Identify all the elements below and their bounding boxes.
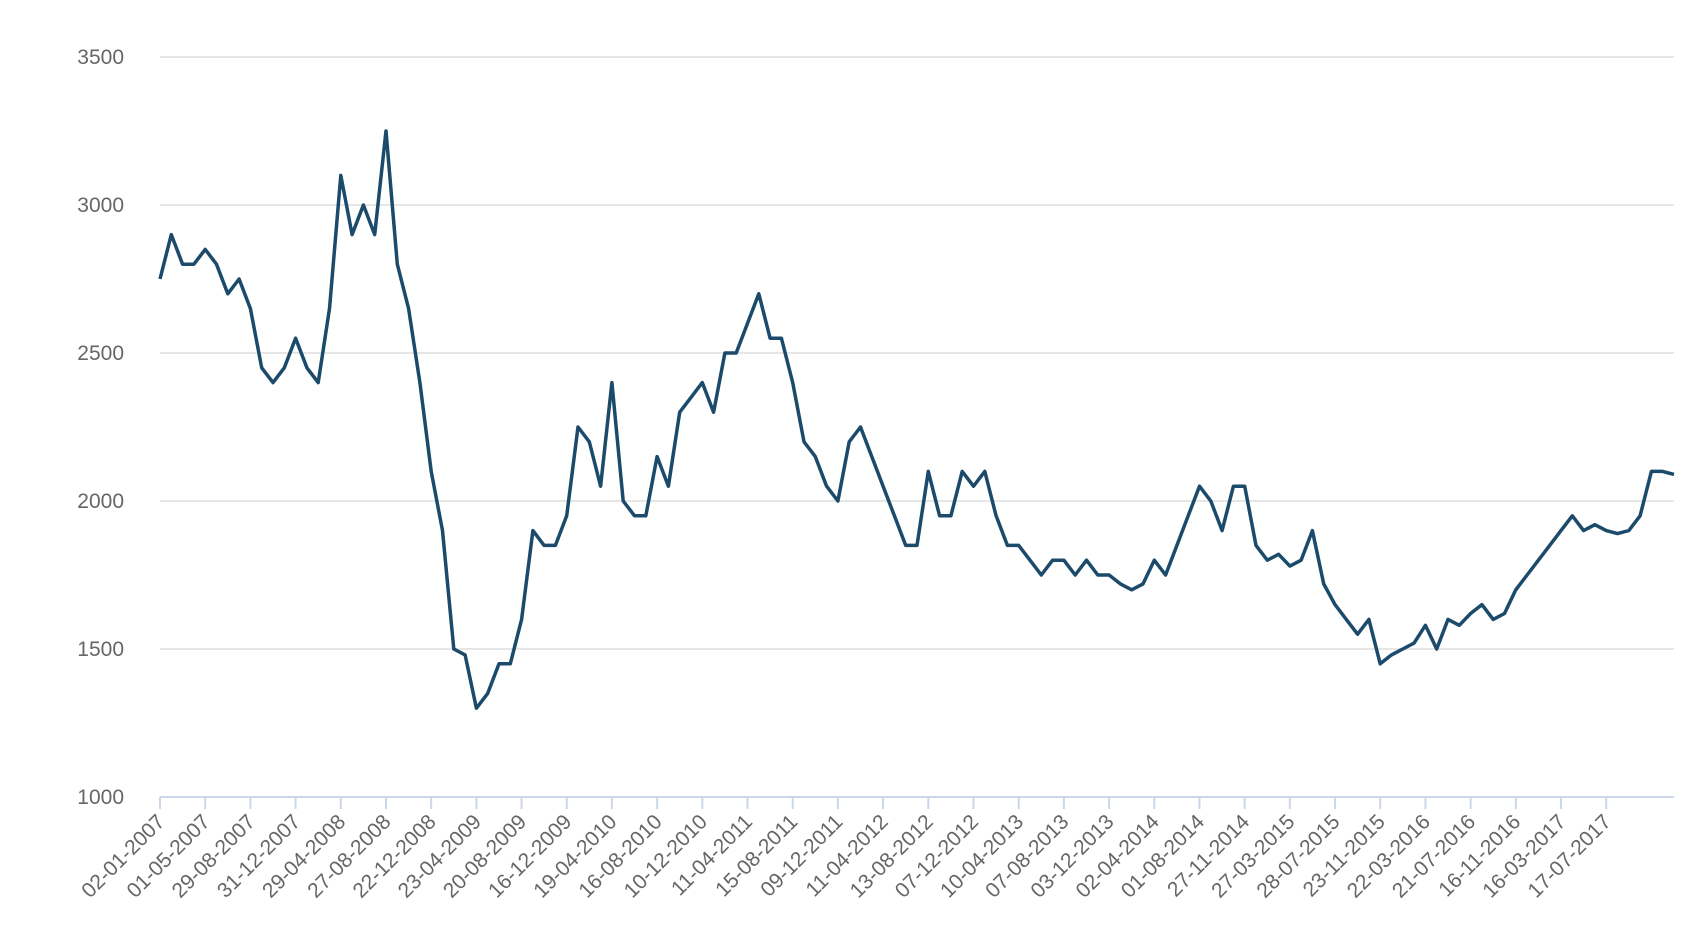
- y-tick-label: 2000: [77, 490, 124, 513]
- y-tick-label: 1500: [77, 638, 124, 661]
- y-tick-label: 2500: [77, 342, 124, 365]
- y-tick-label: 3000: [77, 194, 124, 217]
- y-tick-label: 3500: [77, 46, 124, 69]
- y-tick-label: 1000: [77, 786, 124, 809]
- line: [158, 129, 1675, 710]
